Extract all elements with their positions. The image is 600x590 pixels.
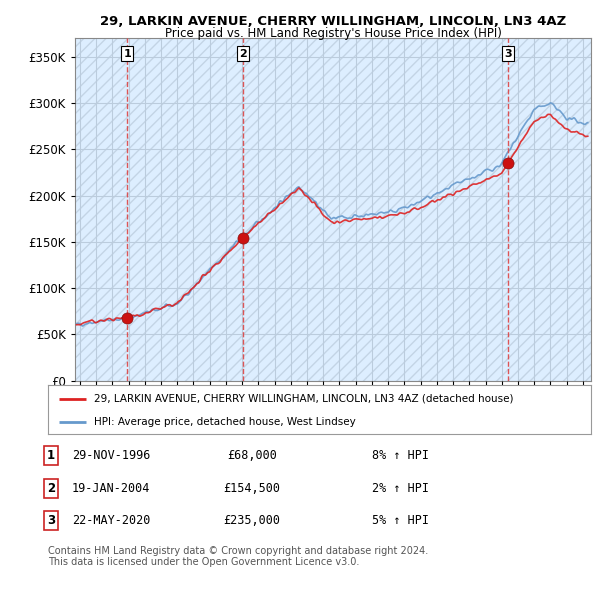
Text: £68,000: £68,000 [227, 449, 277, 463]
Text: 1: 1 [123, 48, 131, 58]
Text: Contains HM Land Registry data © Crown copyright and database right 2024.
This d: Contains HM Land Registry data © Crown c… [48, 546, 428, 568]
Text: 2% ↑ HPI: 2% ↑ HPI [372, 481, 429, 495]
Text: Price paid vs. HM Land Registry's House Price Index (HPI): Price paid vs. HM Land Registry's House … [164, 27, 502, 40]
Text: 19-JAN-2004: 19-JAN-2004 [72, 481, 150, 495]
Text: HPI: Average price, detached house, West Lindsey: HPI: Average price, detached house, West… [94, 417, 356, 427]
Text: 29, LARKIN AVENUE, CHERRY WILLINGHAM, LINCOLN, LN3 4AZ (detached house): 29, LARKIN AVENUE, CHERRY WILLINGHAM, LI… [94, 394, 514, 404]
Text: 8% ↑ HPI: 8% ↑ HPI [372, 449, 429, 463]
Text: 29-NOV-1996: 29-NOV-1996 [72, 449, 150, 463]
Text: 3: 3 [504, 48, 512, 58]
Text: £154,500: £154,500 [223, 481, 281, 495]
Text: 5% ↑ HPI: 5% ↑ HPI [372, 514, 429, 527]
Text: £235,000: £235,000 [223, 514, 281, 527]
Text: 2: 2 [47, 481, 55, 495]
Text: 29, LARKIN AVENUE, CHERRY WILLINGHAM, LINCOLN, LN3 4AZ: 29, LARKIN AVENUE, CHERRY WILLINGHAM, LI… [100, 15, 566, 28]
Text: 22-MAY-2020: 22-MAY-2020 [72, 514, 150, 527]
Text: 3: 3 [47, 514, 55, 527]
Text: 1: 1 [47, 449, 55, 463]
Text: 2: 2 [239, 48, 247, 58]
